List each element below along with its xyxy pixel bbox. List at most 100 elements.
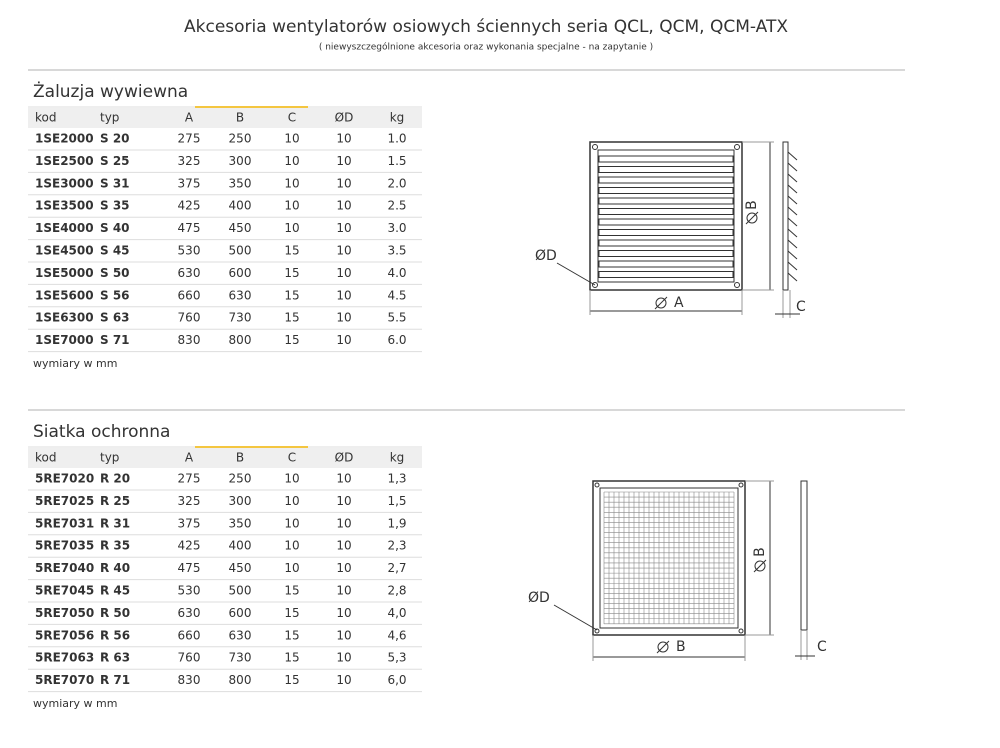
blade — [787, 206, 798, 216]
table-cell: 5RE7050 — [35, 606, 94, 620]
slat — [598, 239, 734, 247]
diameter-symbol — [746, 212, 758, 224]
table-cell: 1SE4000 — [35, 221, 94, 235]
table-cell: 350 — [229, 516, 252, 530]
table-cell: 2,7 — [387, 561, 406, 575]
hole — [734, 282, 740, 288]
table-cell: 475 — [178, 561, 201, 575]
table-cell: 10 — [336, 266, 351, 280]
table-cell: 5RE7035 — [35, 539, 94, 553]
column-header: typ — [100, 111, 119, 125]
diameter-symbol — [655, 297, 667, 309]
diameter-symbol — [753, 559, 767, 573]
table-cell: 15 — [284, 606, 299, 620]
section-title: Żaluzja wywiewna — [33, 81, 188, 102]
table-cell: 1SE7000 — [35, 333, 94, 347]
table-cell: S 25 — [100, 154, 130, 168]
table-cell: 1SE6300 — [35, 311, 94, 325]
table-cell: 4.0 — [387, 266, 406, 280]
header-row — [28, 108, 422, 128]
table-cell: 660 — [178, 628, 201, 642]
blade — [787, 239, 798, 249]
table-cell: 660 — [178, 288, 201, 302]
frame — [589, 141, 743, 291]
table-cell: S 63 — [100, 311, 130, 325]
blade — [787, 250, 798, 260]
table-cell: 10 — [284, 154, 299, 168]
table-cell: 10 — [336, 673, 351, 687]
table-cell: 10 — [336, 333, 351, 347]
table-cell: 1,3 — [387, 472, 406, 486]
slat — [598, 250, 734, 257]
table-cell: 15 — [284, 333, 299, 347]
hole — [594, 628, 600, 634]
table-cell: 250 — [229, 472, 252, 486]
table-cell: R 25 — [100, 494, 130, 508]
frame — [592, 480, 746, 636]
table-cell: 5RE7070 — [35, 673, 94, 687]
table-cell: 1,9 — [387, 516, 406, 530]
table-cell: 10 — [284, 176, 299, 190]
table-cell: 530 — [178, 584, 201, 598]
table-cell: 730 — [229, 311, 252, 325]
leader — [553, 604, 598, 631]
table-cell: 10 — [284, 199, 299, 213]
table-cell: 2,8 — [387, 584, 406, 598]
page-subtitle: ( niewyszczególnione akcesoria oraz wyko… — [319, 42, 653, 53]
table-cell: 3.0 — [387, 221, 406, 235]
hole — [738, 628, 744, 634]
blade — [787, 173, 798, 183]
table-cell: 15 — [284, 651, 299, 665]
leader — [556, 262, 596, 286]
column-header: C — [288, 451, 296, 465]
table-cell: 10 — [336, 472, 351, 486]
page-title: Akcesoria wentylatorów osiowych ściennyc… — [184, 17, 788, 37]
table-cell: 2.0 — [387, 176, 406, 190]
table-cell: 1SE5000 — [35, 266, 94, 280]
table-cell: 10 — [336, 176, 351, 190]
column-header: ØD — [335, 451, 354, 465]
table-cell: 5RE7025 — [35, 494, 94, 508]
table-cell: 10 — [336, 154, 351, 168]
diagram-label: C — [817, 639, 827, 655]
table-cell: 530 — [178, 244, 201, 258]
table-cell: 300 — [229, 154, 252, 168]
table-cell: 800 — [229, 333, 252, 347]
table-cell: R 45 — [100, 584, 130, 598]
table-cell: S 35 — [100, 199, 130, 213]
column-header: kg — [390, 451, 405, 465]
table-cell: 10 — [336, 584, 351, 598]
slat — [598, 260, 734, 268]
table-cell: R 56 — [100, 628, 130, 642]
diagram-label: A — [674, 295, 684, 311]
table-cell: 760 — [178, 651, 201, 665]
blade — [787, 261, 798, 271]
table-cell: 300 — [229, 494, 252, 508]
slat — [598, 218, 734, 226]
section-title: Siatka ochronna — [33, 422, 170, 442]
table-cell: 15 — [284, 311, 299, 325]
table-cell: 6,0 — [387, 673, 406, 687]
table-cell: S 45 — [100, 244, 130, 258]
table-cell: 5RE7045 — [35, 584, 94, 598]
table-cell: 10 — [336, 132, 351, 146]
note: wymiary w mm — [33, 357, 117, 370]
table-cell: 10 — [336, 628, 351, 642]
table-cell: 630 — [178, 606, 201, 620]
table-cell: S 31 — [100, 176, 130, 190]
table-cell: 375 — [178, 176, 201, 190]
blade — [787, 228, 798, 238]
table-cell: 400 — [229, 199, 252, 213]
column-header: kod — [35, 111, 56, 125]
table-cell: 5RE7040 — [35, 561, 94, 575]
table-cell: 5RE7031 — [35, 516, 94, 530]
table-cell: S 71 — [100, 333, 130, 347]
slat — [598, 229, 734, 236]
slat — [598, 155, 734, 163]
column-header: kod — [35, 451, 56, 465]
table-cell: 1.0 — [387, 132, 406, 146]
table-cell: 600 — [229, 606, 252, 620]
table-cell: 10 — [336, 539, 351, 553]
